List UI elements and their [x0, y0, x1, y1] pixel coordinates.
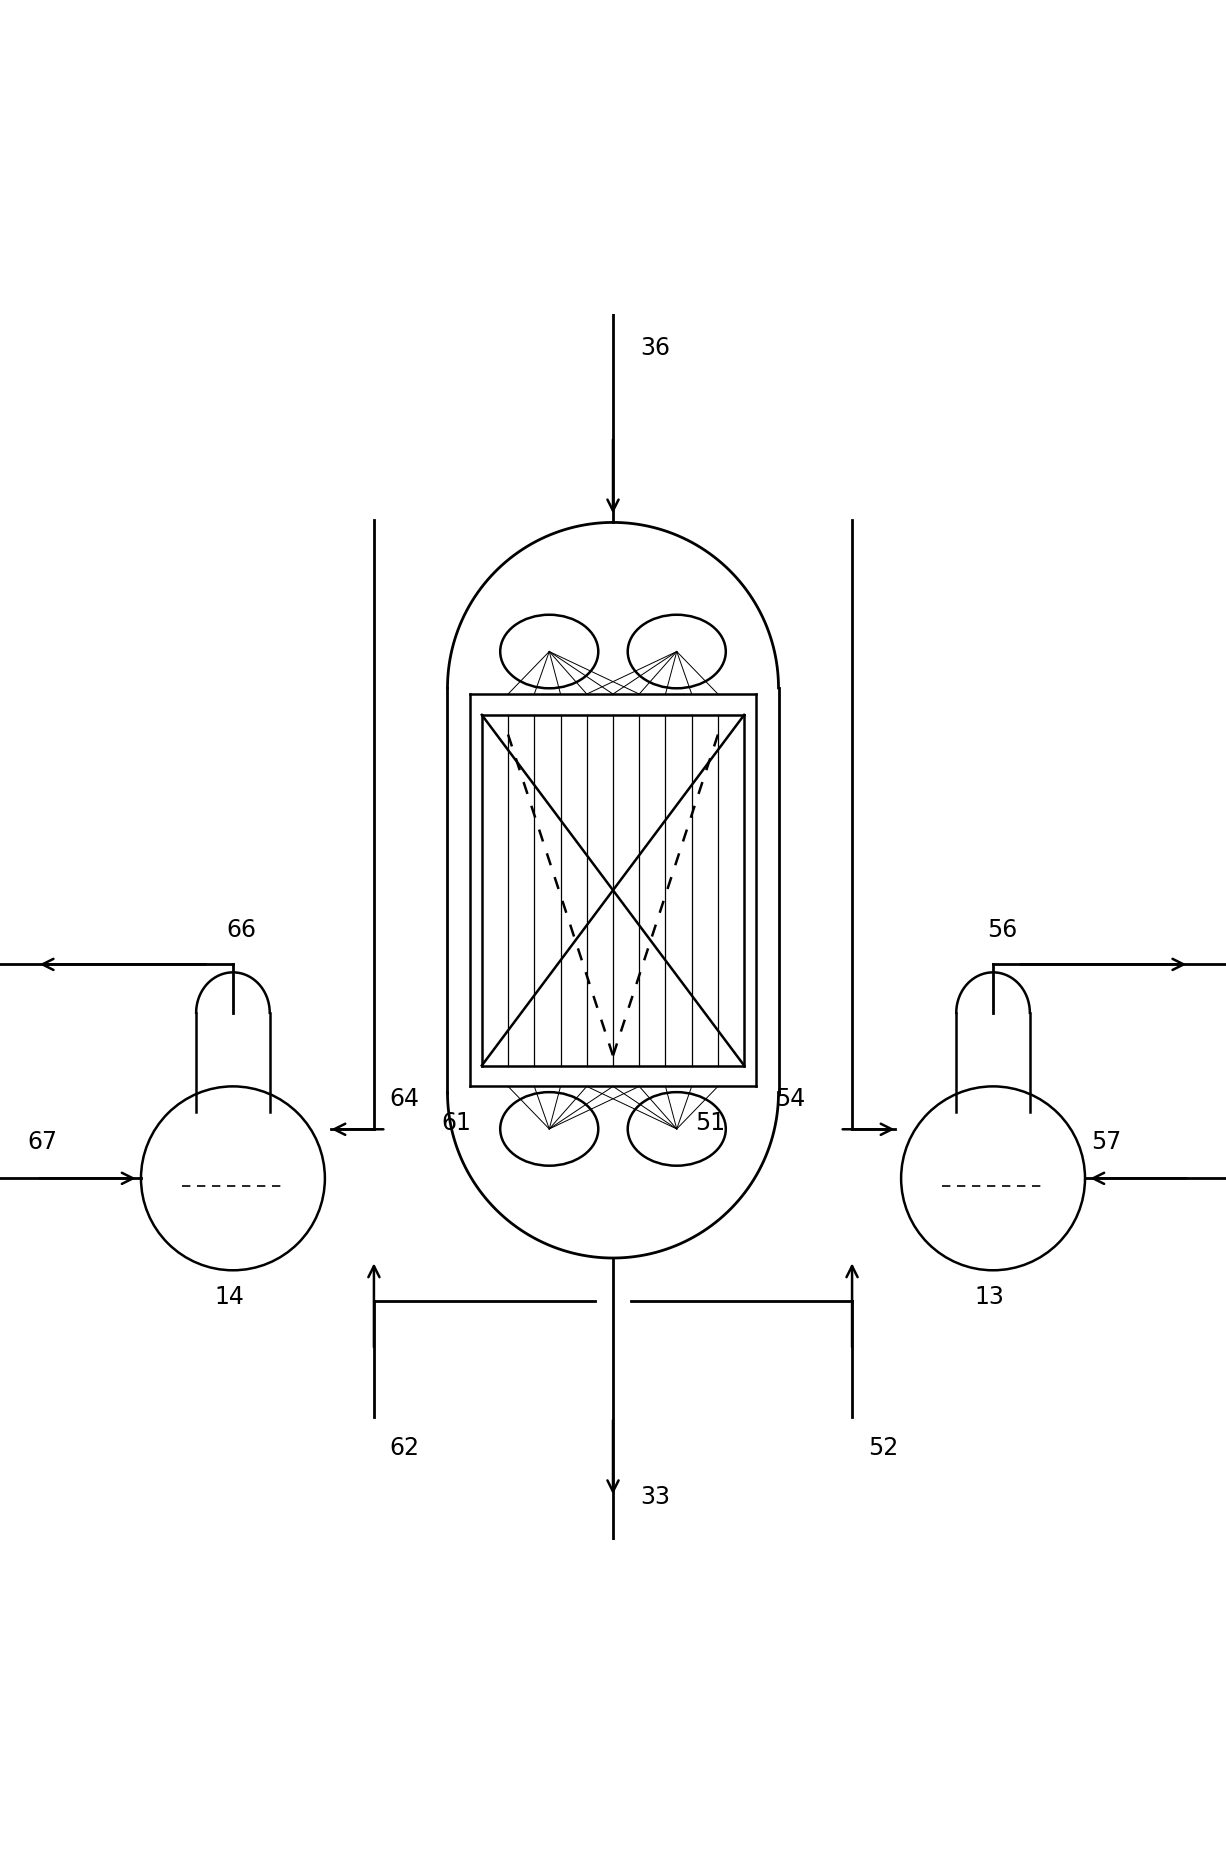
- Text: 66: 66: [227, 918, 256, 942]
- Text: 33: 33: [640, 1485, 669, 1509]
- Text: 64: 64: [390, 1086, 419, 1111]
- Text: 14: 14: [215, 1285, 244, 1309]
- Text: 51: 51: [695, 1111, 726, 1135]
- Text: 54: 54: [775, 1086, 805, 1111]
- Text: 57: 57: [1091, 1129, 1122, 1153]
- Ellipse shape: [500, 1092, 598, 1166]
- Text: 13: 13: [975, 1285, 1004, 1309]
- Ellipse shape: [628, 616, 726, 688]
- Text: 67: 67: [27, 1129, 56, 1153]
- Text: 62: 62: [390, 1437, 419, 1461]
- Text: 56: 56: [987, 918, 1018, 942]
- Circle shape: [901, 1086, 1085, 1270]
- Text: 36: 36: [640, 336, 669, 360]
- Ellipse shape: [628, 1092, 726, 1166]
- Text: 52: 52: [868, 1437, 899, 1461]
- Text: 61: 61: [441, 1111, 471, 1135]
- Ellipse shape: [500, 616, 598, 688]
- Circle shape: [141, 1086, 325, 1270]
